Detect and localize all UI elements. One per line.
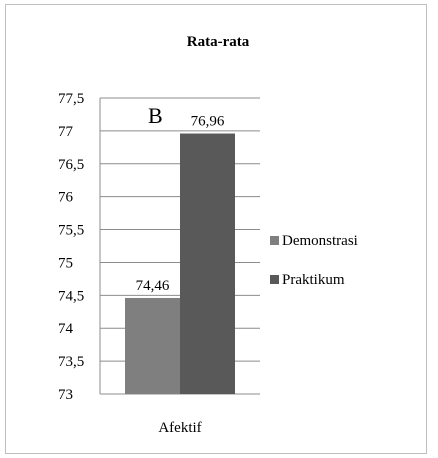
x-tick-label: Afektif [158, 420, 201, 436]
bar-praktikum [180, 133, 235, 394]
legend-label: Demonstrasi [282, 233, 358, 249]
y-tick-label: 74 [58, 321, 74, 337]
data-label: 76,96 [191, 114, 225, 130]
data-label: 74,46 [136, 278, 170, 294]
y-tick-label: 73,5 [58, 354, 84, 370]
legend-swatch [270, 236, 279, 245]
y-tick-label: 77 [58, 124, 74, 140]
y-tick-label: 73 [58, 387, 73, 403]
y-tick-label: 75,5 [58, 223, 84, 239]
label-layer: 74,46 76,96 [136, 114, 225, 294]
bar-demonstrasi [125, 297, 180, 394]
legend: Demonstrasi Praktikum [270, 233, 358, 288]
legend-swatch [270, 275, 279, 284]
y-tick-label: 77,5 [58, 91, 84, 107]
y-tick-label: 75 [58, 255, 73, 271]
legend-label: Praktikum [282, 272, 345, 288]
chart-title: Rata-rata [187, 34, 250, 50]
y-tick-label: 74,5 [58, 288, 84, 304]
chart-annotation: B [148, 103, 163, 128]
axis-layer: 73 73,5 74 74,5 75 75,5 76 76,5 77 77,5 Afektif [58, 91, 202, 436]
y-tick-label: 76,5 [58, 157, 84, 173]
y-tick-label: 76 [58, 190, 74, 206]
bar-layer [125, 133, 235, 394]
